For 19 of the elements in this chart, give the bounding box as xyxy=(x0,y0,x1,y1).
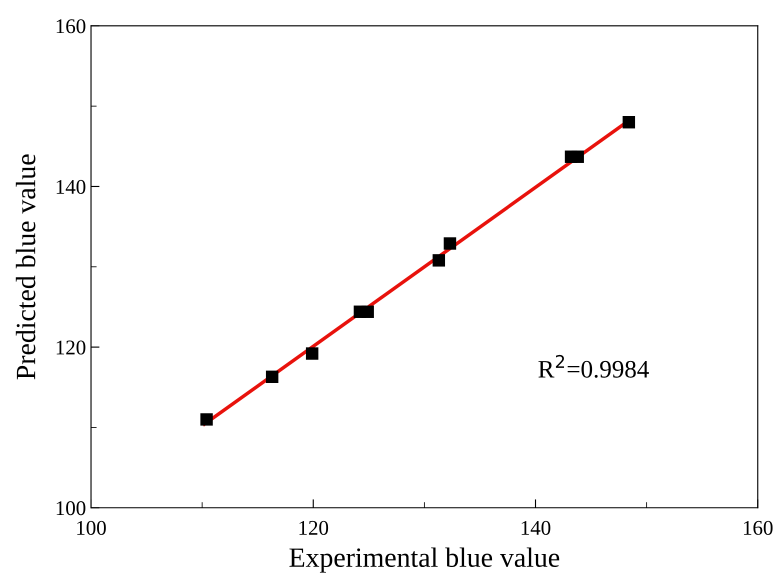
x-axis-title: Experimental blue value xyxy=(289,547,560,573)
point xyxy=(432,254,446,267)
point xyxy=(306,347,318,360)
point xyxy=(200,413,213,426)
y-tick-label: 120 xyxy=(56,340,86,355)
y-axis-title: Predicted blue value xyxy=(16,154,36,380)
point xyxy=(444,237,456,250)
point xyxy=(572,150,584,163)
point xyxy=(362,306,374,318)
x-tick-label: 140 xyxy=(522,520,550,535)
point xyxy=(622,116,636,128)
x-tick-label: 100 xyxy=(77,520,106,535)
x-tick-label: 160 xyxy=(744,520,773,535)
point xyxy=(266,370,278,384)
x-tick-label: 120 xyxy=(299,520,328,535)
y-tick-label: 140 xyxy=(56,180,86,194)
annotation: R$^{2}$=0.9984 xyxy=(538,354,649,378)
y-tick-label: 100 xyxy=(56,501,86,516)
y-tick-label: 160 xyxy=(56,19,86,34)
